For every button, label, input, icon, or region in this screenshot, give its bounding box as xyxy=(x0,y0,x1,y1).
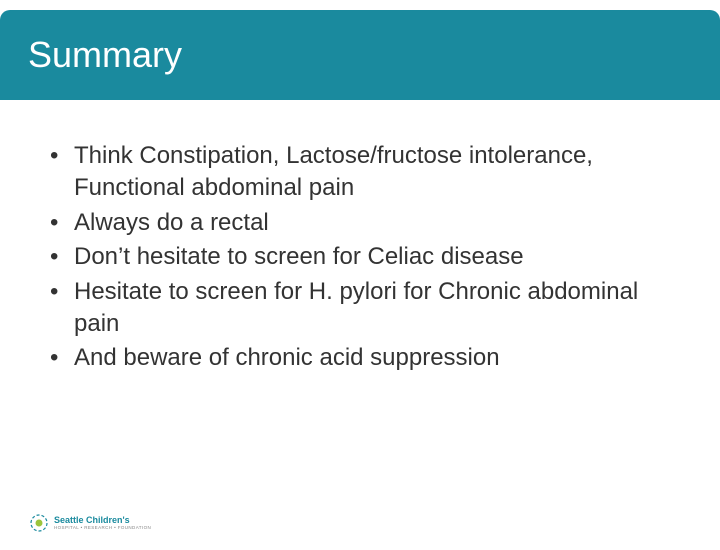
title-band: Summary xyxy=(0,10,720,100)
slide-title: Summary xyxy=(28,34,182,76)
footer-logo: Seattle Children's HOSPITAL • RESEARCH •… xyxy=(30,514,151,532)
bullet-item: Always do a rectal xyxy=(40,207,680,239)
logo-brand: Seattle Children's xyxy=(54,516,151,525)
bullet-item: Think Constipation, Lactose/fructose int… xyxy=(40,140,680,205)
bullet-item: Hesitate to screen for H. pylori for Chr… xyxy=(40,276,680,341)
logo-text: Seattle Children's HOSPITAL • RESEARCH •… xyxy=(54,516,151,531)
content-area: Think Constipation, Lactose/fructose int… xyxy=(0,100,720,375)
bullet-item: Don’t hesitate to screen for Celiac dise… xyxy=(40,241,680,273)
bullet-item: And beware of chronic acid suppression xyxy=(40,342,680,374)
logo-icon xyxy=(30,514,48,532)
bullet-list: Think Constipation, Lactose/fructose int… xyxy=(40,140,680,375)
logo-tagline: HOSPITAL • RESEARCH • FOUNDATION xyxy=(54,526,151,531)
